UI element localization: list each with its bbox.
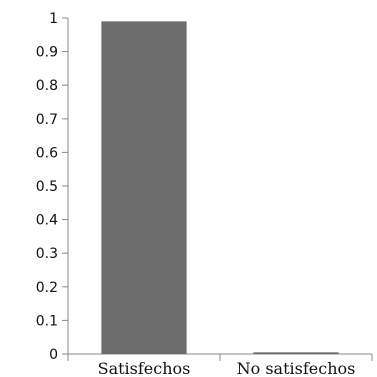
bar xyxy=(101,21,187,355)
y-tick-label: 0 xyxy=(49,347,58,363)
y-tick-label: 0.3 xyxy=(36,246,58,262)
y-tick-label: 0.1 xyxy=(36,313,58,329)
y-tick-label: 0.5 xyxy=(36,179,58,195)
x-category-label: No satisfechos xyxy=(237,359,356,377)
y-tick-label: 0.8 xyxy=(36,78,58,94)
x-axis: Satisfechos No satisfechos xyxy=(67,353,373,377)
y-tick-label: 1 xyxy=(49,11,58,27)
x-category-label: Satisfechos xyxy=(98,359,191,377)
y-tick-label: 0.9 xyxy=(36,45,58,61)
y-tick-label: 0.2 xyxy=(36,280,58,296)
y-tick-label: 0.7 xyxy=(36,112,58,128)
y-tick-label: 0.6 xyxy=(36,145,58,161)
y-tick-label: 0.4 xyxy=(36,213,58,229)
bar xyxy=(253,352,339,354)
y-axis: 0 0.1 0.2 0.3 0.4 0.5 0.6 0.7 0.8 0.9 1 xyxy=(36,11,69,363)
bars xyxy=(101,21,339,355)
